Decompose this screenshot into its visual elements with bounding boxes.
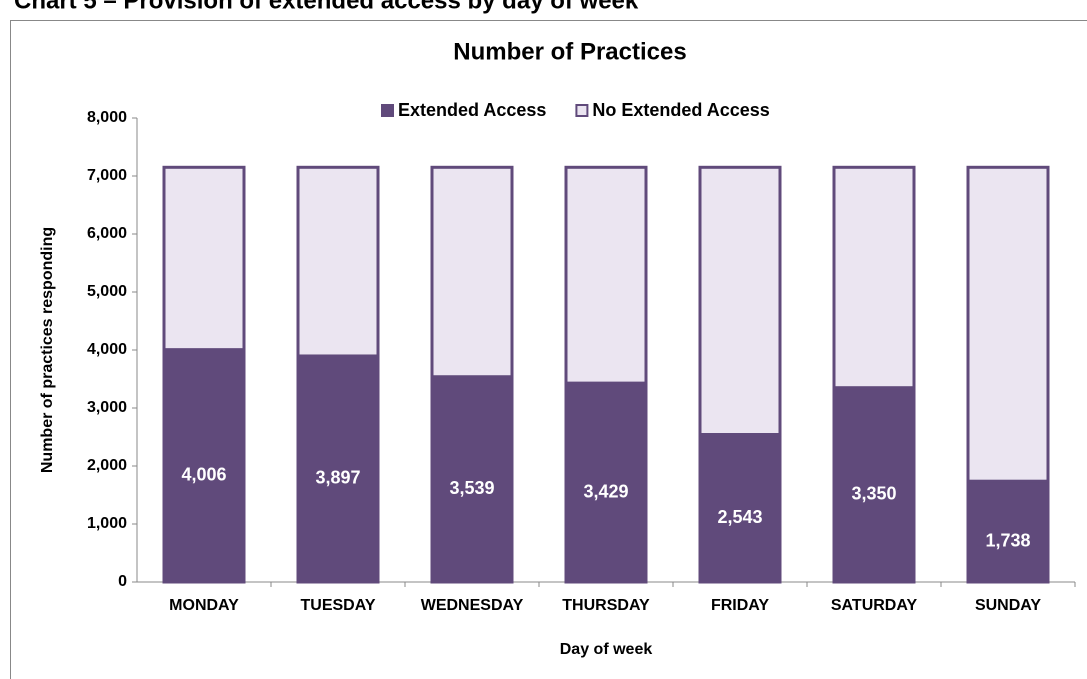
x-tick-label: FRIDAY [711, 597, 769, 614]
bar-segment [162, 165, 246, 352]
y-tick-label: 2,000 [87, 457, 127, 474]
page-title: Chart 5 – Provision of extended access b… [14, 0, 639, 14]
legend-label: Extended Access [398, 100, 546, 120]
y-tick-label: 5,000 [87, 283, 127, 300]
data-label: 3,429 [583, 481, 628, 501]
legend-swatch [381, 104, 394, 117]
x-tick-label: SUNDAY [975, 597, 1041, 614]
x-tick-label: THURSDAY [562, 597, 650, 614]
data-label: 2,543 [717, 507, 762, 527]
legend-swatch [575, 104, 589, 117]
bar-segment [832, 165, 916, 390]
data-label: 4,006 [181, 465, 226, 485]
bar-segment [564, 165, 648, 385]
bar-segment [966, 479, 1050, 584]
x-axis-title: Day of week [560, 641, 653, 658]
x-tick-label: TUESDAY [301, 597, 376, 614]
y-tick-label: 6,000 [87, 225, 127, 242]
chart-title: Number of Practices [453, 38, 686, 65]
data-label: 3,350 [851, 484, 896, 504]
bar-segment [832, 386, 916, 584]
bar-segment [296, 165, 380, 358]
x-tick-label: SATURDAY [831, 597, 918, 614]
y-tick-label: 7,000 [87, 167, 127, 184]
data-label: 1,738 [985, 530, 1030, 550]
x-tick-label: WEDNESDAY [421, 597, 524, 614]
y-tick-label: 1,000 [87, 515, 127, 532]
y-tick-label: 4,000 [87, 341, 127, 358]
bar-segment [430, 375, 514, 584]
y-tick-label: 8,000 [87, 109, 127, 126]
y-axis-title: Number of practices responding [39, 227, 56, 473]
bar-segment [564, 381, 648, 584]
chart-frame [10, 20, 1087, 679]
bar-segment [966, 165, 1050, 483]
bar-segment [698, 165, 782, 437]
data-label: 3,897 [315, 468, 360, 488]
y-tick-label: 0 [118, 573, 127, 590]
bar-segment [430, 165, 514, 379]
data-label: 3,539 [449, 478, 494, 498]
y-tick-label: 3,000 [87, 399, 127, 416]
legend-label: No Extended Access [592, 100, 769, 120]
x-tick-label: MONDAY [169, 597, 239, 614]
